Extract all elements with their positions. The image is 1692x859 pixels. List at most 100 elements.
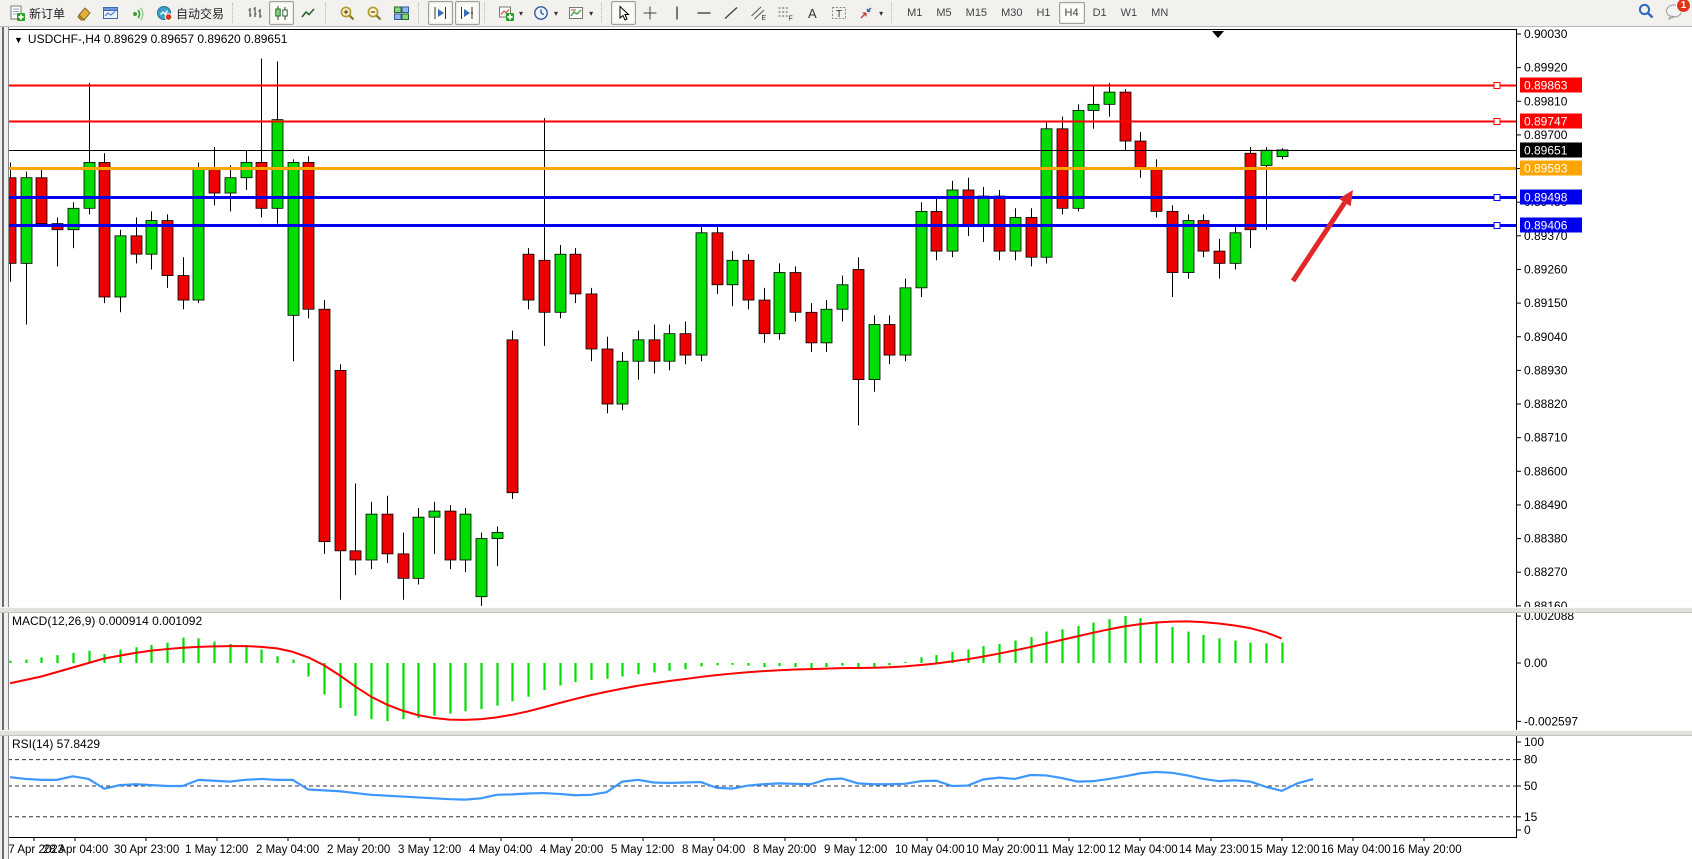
- line-handle[interactable]: [1493, 118, 1501, 125]
- timeframe-mn-button[interactable]: MN: [1151, 7, 1169, 19]
- candle: [1119, 91, 1132, 142]
- price-axis-label: 0.88380: [1524, 532, 1568, 546]
- panel-splitter-rsi[interactable]: [0, 730, 1692, 736]
- timeframe-m5-button[interactable]: M5: [936, 7, 952, 19]
- templates-button[interactable]: ▾: [564, 1, 597, 25]
- time-axis-label: 16 May 20:00: [1392, 844, 1462, 856]
- zoom-in-button[interactable]: [335, 1, 360, 25]
- timeframe-d1-button[interactable]: D1: [1092, 7, 1107, 19]
- price-line-badge-label: 0.89651: [1524, 144, 1568, 158]
- label-button[interactable]: T: [827, 1, 852, 25]
- price-line-badge: [1520, 77, 1582, 93]
- periods-button[interactable]: ▾: [529, 1, 562, 25]
- price-axis-label: 0.88490: [1524, 498, 1568, 512]
- rsi-line: [9, 770, 1314, 801]
- fibo-button[interactable]: F: [773, 1, 798, 25]
- candle: [475, 538, 488, 598]
- candle: [695, 232, 708, 356]
- toolbar-separator: [601, 3, 607, 23]
- auto-scroll-button[interactable]: [455, 1, 481, 25]
- candle: [836, 284, 849, 310]
- signal-button[interactable]: [125, 1, 150, 25]
- price-axis-label: 0.88270: [1524, 565, 1568, 579]
- candlestick-button[interactable]: [269, 1, 295, 25]
- zoom-out-button[interactable]: [362, 1, 387, 25]
- candle: [915, 210, 928, 289]
- vline-button[interactable]: [665, 1, 690, 25]
- tile-windows-button[interactable]: [389, 1, 414, 25]
- hline-button[interactable]: [692, 1, 717, 25]
- new-order-button[interactable]: 新订单: [5, 1, 69, 25]
- timeframe-w1-button[interactable]: W1: [1120, 7, 1138, 19]
- candle: [820, 308, 833, 344]
- timeframe-h1-button[interactable]: H1: [1036, 7, 1051, 19]
- candle: [773, 272, 786, 335]
- price-axis-label: 0.89260: [1524, 262, 1568, 276]
- fibo-icon: F: [778, 7, 793, 21]
- shift-end-button[interactable]: [428, 1, 454, 25]
- candle: [1134, 140, 1147, 169]
- arrows-button[interactable]: ▾: [854, 1, 887, 25]
- chart-canvas[interactable]: 0.900300.899200.898100.897000.895900.894…: [0, 27, 1692, 859]
- price-axis-label: 0.88600: [1524, 464, 1568, 478]
- candle: [161, 220, 174, 276]
- timeframe-h4-button[interactable]: H4: [1058, 2, 1085, 24]
- candle: [522, 253, 535, 301]
- arrow-annotation[interactable]: [1290, 201, 1347, 283]
- candle: [711, 232, 724, 286]
- line-handle[interactable]: [1493, 82, 1501, 89]
- timeframe-m1-button[interactable]: M1: [907, 7, 923, 19]
- line-chart-icon: [301, 8, 315, 18]
- candle: [962, 189, 975, 228]
- label-t-icon: T: [832, 7, 847, 20]
- candle: [993, 195, 1006, 252]
- eraser-button[interactable]: [71, 1, 96, 25]
- cursor-button[interactable]: [611, 1, 637, 25]
- candle: [1182, 220, 1195, 273]
- channel-button[interactable]: E: [746, 1, 771, 25]
- chart-shift-marker[interactable]: [1212, 31, 1224, 38]
- auto-trade-icon: [157, 6, 173, 21]
- text-button[interactable]: A: [800, 1, 825, 25]
- auto-scroll-icon: [461, 7, 474, 19]
- arrow-annotation-head[interactable]: [1338, 190, 1353, 207]
- chart-window-button[interactable]: [98, 1, 123, 25]
- candle: [1276, 149, 1289, 158]
- trendline-button[interactable]: [719, 1, 744, 25]
- price-axis-label: 0.88930: [1524, 363, 1568, 377]
- time-axis-label: 14 May 23:00: [1179, 844, 1249, 856]
- panel-splitter-macd[interactable]: [0, 607, 1692, 613]
- auto-trading-button[interactable]: 自动交易: [152, 1, 228, 25]
- crosshair-button[interactable]: [638, 1, 663, 25]
- candle: [177, 275, 190, 301]
- chart-window: 0.900300.899200.898100.897000.895900.894…: [0, 27, 1692, 859]
- candle: [1150, 168, 1163, 212]
- candle: [208, 168, 221, 194]
- time-axis-label: 16 May 04:00: [1321, 844, 1391, 856]
- candle: [538, 259, 551, 313]
- timeframe-m15-button[interactable]: M15: [965, 7, 988, 19]
- candle: [648, 339, 661, 362]
- line-handle[interactable]: [1493, 194, 1501, 201]
- indicators-button[interactable]: ▾: [494, 1, 527, 25]
- candle: [145, 220, 158, 255]
- timeframe-m30-button[interactable]: M30: [1001, 7, 1023, 19]
- candle: [412, 516, 425, 579]
- notifications-icon[interactable]: 1: [1665, 0, 1691, 25]
- line-handle[interactable]: [1493, 222, 1501, 229]
- shift-end-icon: [434, 7, 447, 19]
- candle: [601, 348, 614, 405]
- bar-chart-button[interactable]: [242, 1, 267, 25]
- search-icon[interactable]: [1637, 2, 1655, 25]
- price-axis-label: 0.88820: [1524, 397, 1568, 411]
- price-axis-label: 0.89150: [1524, 296, 1568, 310]
- candle: [977, 195, 990, 228]
- line-chart-button[interactable]: [296, 1, 321, 25]
- toolbar-right: 1: [1637, 0, 1691, 25]
- window-splitter[interactable]: [0, 27, 9, 859]
- candle: [1229, 232, 1242, 264]
- price-line-badge: [1520, 113, 1582, 129]
- candle: [1009, 217, 1022, 252]
- time-axis-label: 2 May 04:00: [256, 844, 319, 856]
- candle: [930, 210, 943, 252]
